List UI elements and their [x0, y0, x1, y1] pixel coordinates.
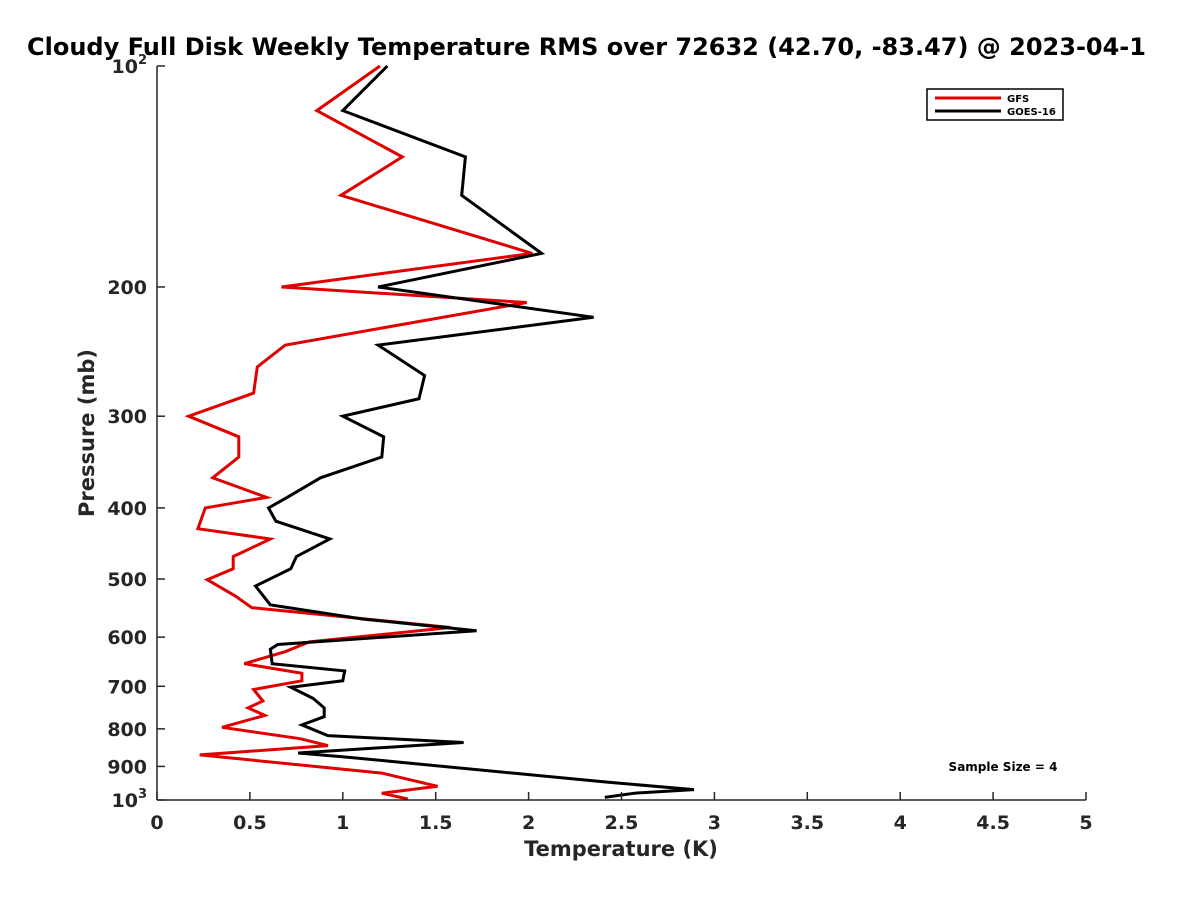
x-tick-label: 1 — [336, 812, 349, 834]
x-ticks: 0 0.5 1 1.5 2 2.5 3 3.5 4 4.5 5 — [150, 792, 1093, 834]
x-tick-label: 0 — [150, 812, 163, 834]
sample-size-annotation: Sample Size = 4 — [949, 760, 1058, 774]
y-tick-label: 600 — [107, 627, 147, 649]
legend-label: GOES-16 — [1007, 107, 1056, 118]
x-tick-label: 5 — [1079, 812, 1092, 834]
y-tick-label: 700 — [107, 676, 147, 698]
x-axis-label: Temperature (K) — [524, 837, 718, 861]
legend: GFS GOES-16 — [926, 88, 1064, 121]
y-tick-label: 900 — [107, 756, 147, 778]
x-tick-label: 2.5 — [605, 812, 639, 834]
series-layer — [184, 64, 695, 801]
legend-label: GFS — [1007, 94, 1029, 105]
x-tick-label: 4.5 — [976, 812, 1010, 834]
x-tick-label: 3.5 — [790, 812, 824, 834]
y-tick-label: 200 — [107, 277, 147, 299]
x-tick-label: 4 — [894, 812, 907, 834]
y-tick-label: 400 — [107, 498, 147, 520]
y-tick-label: 500 — [107, 569, 147, 591]
y-ticks: 102 200 300 400 500 600 700 800 900 103 — [107, 53, 165, 812]
x-tick-label: 2 — [522, 812, 535, 834]
y-tick-label: 102 — [112, 53, 148, 78]
series-line-goes-16 — [253, 64, 695, 799]
x-tick-label: 3 — [708, 812, 721, 834]
plot-area — [157, 66, 1086, 800]
legend-box — [926, 88, 1064, 121]
y-axis-label: Pressure (mb) — [75, 349, 99, 517]
x-tick-label: 0.5 — [233, 812, 267, 834]
chart-title: Cloudy Full Disk Weekly Temperature RMS … — [27, 33, 1146, 61]
y-tick-label: 103 — [112, 787, 148, 812]
x-tick-label: 1.5 — [419, 812, 453, 834]
y-tick-label: 800 — [107, 719, 147, 741]
series-line-gfs — [184, 64, 533, 801]
y-tick-label: 300 — [107, 406, 147, 428]
